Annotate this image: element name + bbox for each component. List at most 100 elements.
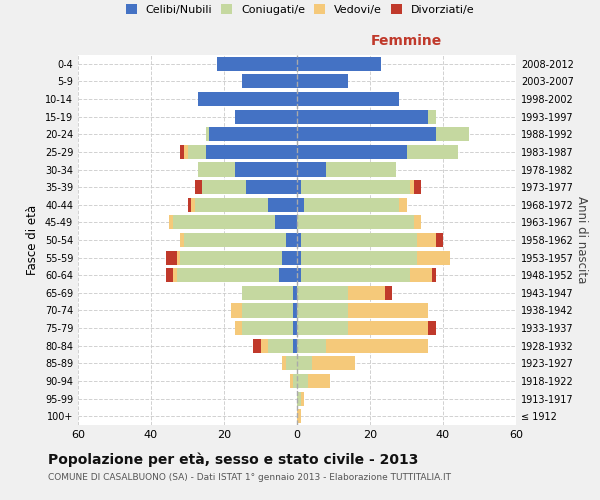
Bar: [301, 250, 418, 264]
Bar: [301, 180, 410, 194]
Bar: [297, 145, 407, 159]
Bar: [235, 321, 242, 335]
Text: Popolazione per età, sesso e stato civile - 2013: Popolazione per età, sesso e stato civil…: [48, 452, 418, 467]
Y-axis label: Fasce di età: Fasce di età: [26, 205, 39, 275]
Bar: [279, 268, 297, 282]
Bar: [297, 74, 348, 88]
Bar: [297, 374, 308, 388]
Bar: [290, 374, 293, 388]
Bar: [418, 250, 450, 264]
Bar: [206, 127, 209, 142]
Bar: [414, 180, 421, 194]
Bar: [301, 268, 410, 282]
Text: Femmine: Femmine: [371, 34, 442, 48]
Bar: [407, 145, 458, 159]
Bar: [297, 180, 301, 194]
Bar: [246, 180, 297, 194]
Bar: [217, 57, 297, 71]
Bar: [348, 321, 428, 335]
Bar: [311, 356, 355, 370]
Bar: [297, 92, 399, 106]
Bar: [180, 250, 283, 264]
Bar: [242, 321, 293, 335]
Bar: [286, 233, 297, 247]
Bar: [293, 304, 297, 318]
Bar: [410, 268, 432, 282]
Bar: [326, 162, 395, 176]
Bar: [297, 110, 428, 124]
Bar: [180, 145, 184, 159]
Bar: [297, 392, 301, 406]
Bar: [348, 304, 428, 318]
Bar: [297, 338, 326, 353]
Bar: [297, 356, 311, 370]
Bar: [297, 57, 381, 71]
Bar: [166, 268, 173, 282]
Bar: [176, 268, 279, 282]
Bar: [348, 286, 385, 300]
Bar: [173, 216, 275, 230]
Bar: [268, 198, 297, 212]
Bar: [297, 304, 348, 318]
Bar: [410, 180, 414, 194]
Bar: [195, 180, 202, 194]
Bar: [301, 233, 418, 247]
Bar: [173, 268, 176, 282]
Bar: [297, 268, 301, 282]
Bar: [293, 338, 297, 353]
Bar: [301, 392, 304, 406]
Bar: [199, 92, 297, 106]
Bar: [293, 321, 297, 335]
Bar: [308, 374, 330, 388]
Bar: [275, 216, 297, 230]
Bar: [180, 233, 184, 247]
Bar: [202, 180, 246, 194]
Bar: [235, 110, 297, 124]
Bar: [326, 338, 428, 353]
Bar: [209, 127, 297, 142]
Bar: [184, 145, 187, 159]
Bar: [428, 321, 436, 335]
Y-axis label: Anni di nascita: Anni di nascita: [575, 196, 587, 284]
Bar: [399, 198, 407, 212]
Bar: [235, 162, 297, 176]
Bar: [297, 127, 436, 142]
Bar: [195, 198, 268, 212]
Bar: [187, 145, 206, 159]
Bar: [283, 356, 286, 370]
Bar: [418, 233, 436, 247]
Bar: [414, 216, 421, 230]
Text: COMUNE DI CASALBUONO (SA) - Dati ISTAT 1° gennaio 2013 - Elaborazione TUTTITALIA: COMUNE DI CASALBUONO (SA) - Dati ISTAT 1…: [48, 472, 451, 482]
Bar: [297, 216, 414, 230]
Bar: [297, 321, 348, 335]
Bar: [297, 286, 348, 300]
Bar: [242, 304, 293, 318]
Legend: Celibi/Nubili, Coniugati/e, Vedovi/e, Divorziati/e: Celibi/Nubili, Coniugati/e, Vedovi/e, Di…: [121, 0, 479, 20]
Bar: [253, 338, 260, 353]
Bar: [293, 286, 297, 300]
Bar: [304, 198, 399, 212]
Bar: [432, 268, 436, 282]
Bar: [297, 162, 326, 176]
Bar: [169, 216, 173, 230]
Bar: [187, 198, 191, 212]
Bar: [283, 250, 297, 264]
Bar: [260, 338, 268, 353]
Bar: [286, 356, 297, 370]
Bar: [297, 409, 301, 423]
Bar: [293, 374, 297, 388]
Bar: [232, 304, 242, 318]
Bar: [428, 110, 436, 124]
Bar: [199, 162, 235, 176]
Bar: [184, 233, 286, 247]
Bar: [206, 145, 297, 159]
Bar: [268, 338, 293, 353]
Bar: [242, 286, 293, 300]
Bar: [297, 198, 304, 212]
Bar: [242, 74, 297, 88]
Bar: [436, 233, 443, 247]
Bar: [436, 127, 469, 142]
Bar: [166, 250, 176, 264]
Bar: [176, 250, 180, 264]
Bar: [191, 198, 195, 212]
